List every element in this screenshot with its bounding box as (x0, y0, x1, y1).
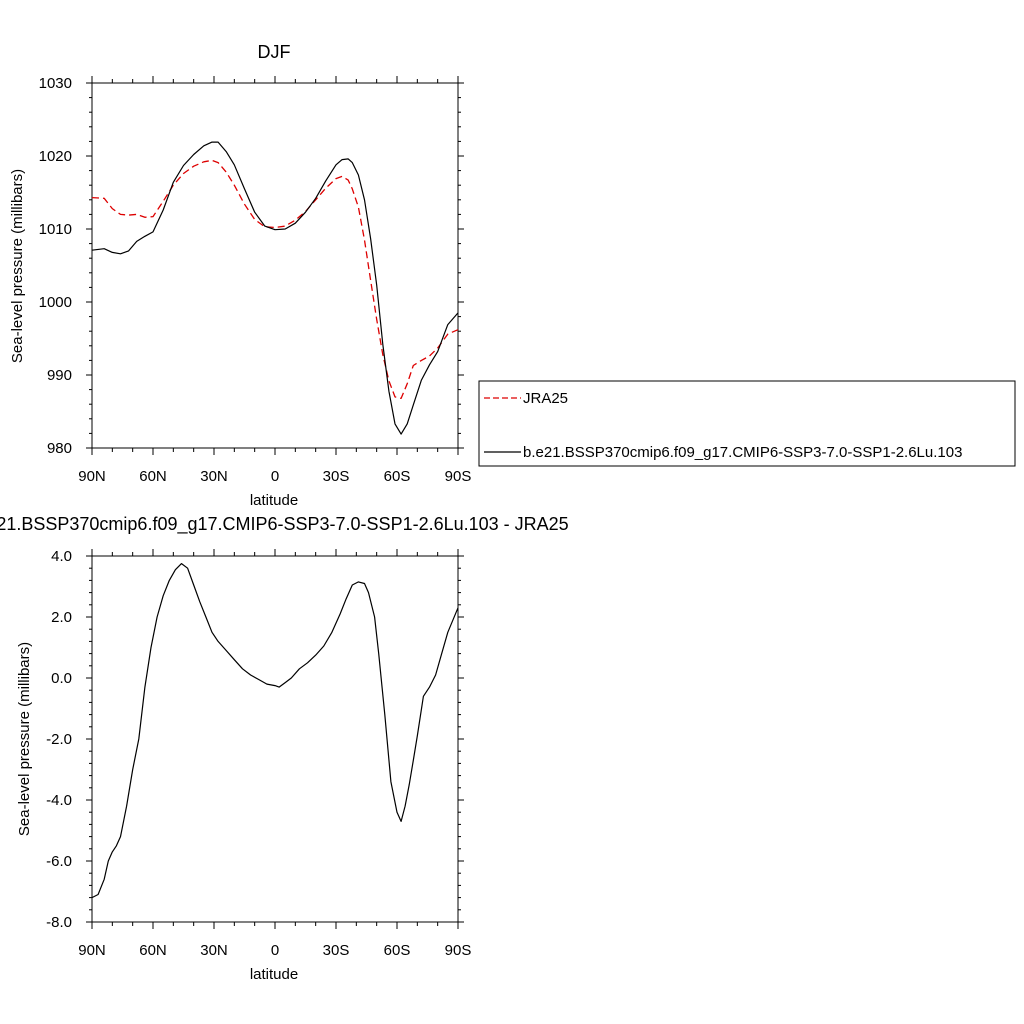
y-tick-label: 1000 (39, 294, 72, 311)
y-tick-label: -8.0 (46, 914, 72, 931)
series-line-model (91, 141, 459, 435)
y-tick-label: 990 (47, 367, 72, 384)
chart-title: DJF (258, 42, 291, 62)
x-tick-label: 90N (78, 942, 106, 959)
x-tick-label: 30S (323, 468, 350, 485)
y-tick-label: -2.0 (46, 731, 72, 748)
x-tick-label: 90S (445, 468, 472, 485)
x-tick-label: 60N (139, 942, 167, 959)
x-tick-label: 60S (384, 942, 411, 959)
y-tick-label: 980 (47, 440, 72, 457)
series-line-difference (91, 562, 459, 899)
difference-chart: b.e21.BSSP370cmip6.f09_g17.CMIP6-SSP3-7.… (0, 514, 569, 983)
sea-level-pressure-chart: DJF 980 990 1000 1010 1020 1030 90N 60N 30N 0 30S 6… (9, 42, 1016, 509)
y-axis-label: Sea-level pressure (millibars) (9, 169, 26, 363)
x-tick-label: 0 (271, 468, 279, 485)
y-tick-label: 1020 (39, 148, 72, 165)
x-tick-label: 60S (384, 468, 411, 485)
x-tick-label: 90N (78, 468, 106, 485)
x-axis-label: latitude (250, 492, 298, 509)
chart-series (91, 562, 459, 899)
legend: JRA25 b.e21.BSSP370cmip6.f09_g17.CMIP6-S… (478, 380, 1016, 467)
legend-label-jra25: JRA25 (523, 390, 568, 407)
chart-series (91, 141, 459, 435)
y-tick-label: -4.0 (46, 792, 72, 809)
x-tick-label: 60N (139, 468, 167, 485)
x-tick-label: 30N (200, 942, 228, 959)
y-tick-label: 1010 (39, 221, 72, 238)
legend-box (478, 380, 1016, 467)
plot-frame (91, 555, 459, 923)
x-tick-label: 0 (271, 942, 279, 959)
y-tick-label: 2.0 (51, 609, 72, 626)
chart-axes: 980 990 1000 1010 1020 1030 90N 60N 30N 0 30S 60S 90… (39, 75, 472, 485)
chart-title: b.e21.BSSP370cmip6.f09_g17.CMIP6-SSP3-7.… (0, 514, 569, 535)
x-tick-label: 90S (445, 942, 472, 959)
x-tick-label: 30N (200, 468, 228, 485)
y-tick-label: 1030 (39, 75, 72, 92)
legend-label-model: b.e21.BSSP370cmip6.f09_g17.CMIP6-SSP3-7.… (523, 444, 962, 461)
y-tick-label: 4.0 (51, 548, 72, 565)
x-tick-label: 30S (323, 942, 350, 959)
series-line-jra25 (91, 159, 459, 400)
y-tick-label: -6.0 (46, 853, 72, 870)
y-axis-label: Sea-level pressure (millibars) (16, 642, 33, 836)
x-axis-label: latitude (250, 966, 298, 983)
chart-axes: -8.0 -6.0 -4.0 -2.0 0.0 2.0 4.0 90N 60N 30N 0 30S 60… (46, 548, 471, 959)
y-tick-label: 0.0 (51, 670, 72, 687)
